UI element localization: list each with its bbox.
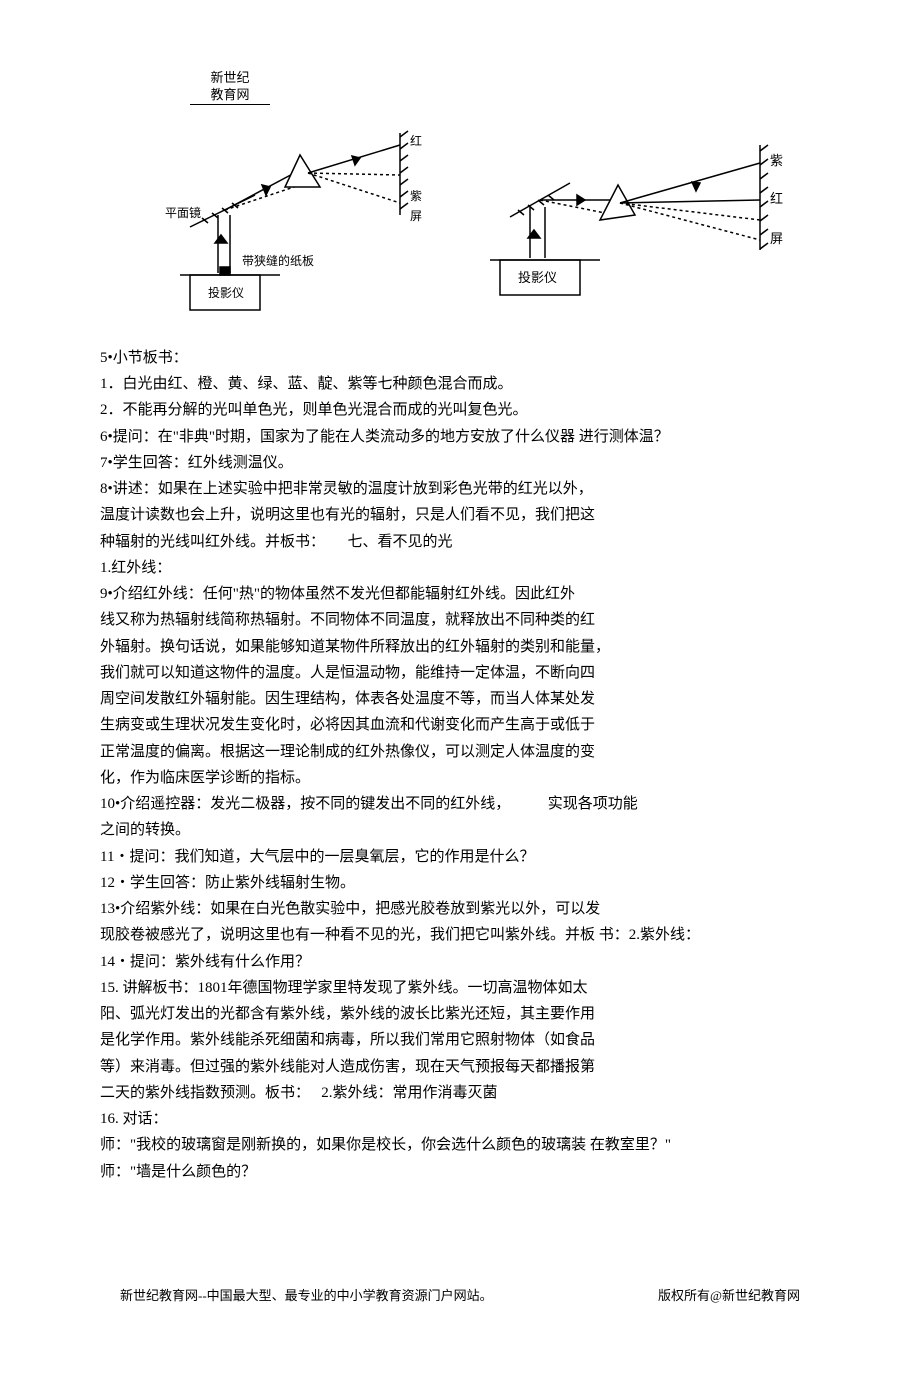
line-9g: 正常温度的偏离。根据这一理论制成的红外热像仪，可以测定人体温度的变 bbox=[100, 739, 820, 765]
line-ir: 1.红外线： bbox=[100, 555, 820, 581]
line-9e: 周空间发散红外辐射能。因生理结构，体表各处温度不等，而当人体某处发 bbox=[100, 686, 820, 712]
line-6: 6•提问：在"非典"时期，国家为了能在人类流动多的地方安放了什么仪器 进行测体温… bbox=[100, 424, 820, 450]
line-15e: 二天的紫外线指数预测。板书： 2.紫外线：常用作消毒灭菌 bbox=[100, 1080, 820, 1106]
fig-left-screen: 屏 bbox=[410, 209, 422, 223]
logo-line1: 新世纪 bbox=[210, 70, 249, 85]
line-9d: 我们就可以知道这物件的温度。人是恒温动物，能维持一定体温，不断向四 bbox=[100, 660, 820, 686]
line-8b: 温度计读数也会上升，说明这里也有光的辐射，只是人们看不见，我们把这 bbox=[100, 502, 820, 528]
logo-line2: 教育网 bbox=[210, 87, 249, 102]
fig-left-bottom: 紫 bbox=[410, 189, 422, 203]
footer-left: 新世纪教育网--中国最大型、最专业的中小学教育资源门户网站。 bbox=[120, 1285, 493, 1304]
line-10b: 之间的转换。 bbox=[100, 817, 820, 843]
figure-left: 平面镜 带狭缝的纸板 投影仪 红 紫 屏 bbox=[130, 115, 440, 325]
line-8a: 8•讲述：如果在上述实验中把非常灵敏的温度计放到彩色光带的红光以外， bbox=[100, 476, 820, 502]
line-10a: 10•介绍遥控器：发光二极器，按不同的键发出不同的红外线， 实现各项功能 bbox=[100, 791, 820, 817]
line-15d: 等）来消毒。但过强的紫外线能对人造成伤害，现在天气预报每天都播报第 bbox=[100, 1054, 820, 1080]
footer-right: 版权所有@新世纪教育网 bbox=[658, 1285, 800, 1304]
line-13a: 13•介绍紫外线：如果在白光色散实验中，把感光胶卷放到紫光以外，可以发 bbox=[100, 896, 820, 922]
line-16a: 师："我校的玻璃窗是刚新换的，如果你是校长，你会选什么颜色的玻璃装 在教室里？" bbox=[100, 1132, 820, 1158]
line-9c: 外辐射。换句话说，如果能够知道某物件所释放出的红外辐射的类别和能量， bbox=[100, 634, 820, 660]
line-15a: 15. 讲解板书：1801年德国物理学家里特发现了紫外线。一切高温物体如太 bbox=[100, 975, 820, 1001]
figure-right: 投影仪 紫 红 屏 bbox=[470, 115, 790, 310]
fig-left-mirror-label: 平面镜 bbox=[165, 205, 201, 220]
line-9a: 9•介绍红外线：任何"热"的物体虽然不发光但都能辐射红外线。因此红外 bbox=[100, 581, 820, 607]
line-13b: 现胶卷被感光了，说明这里也有一种看不见的光，我们把它叫紫外线。并板 书：2.紫外… bbox=[100, 922, 820, 948]
body-content: 5•小节板书： 1．白光由红、橙、黄、绿、蓝、靛、紫等七种颜色混合而成。 2．不… bbox=[100, 345, 820, 1185]
line-15c: 是化学作用。紫外线能杀死细菌和病毒，所以我们常用它照射物体（如食品 bbox=[100, 1027, 820, 1053]
footer: 新世纪教育网--中国最大型、最专业的中小学教育资源门户网站。 版权所有@新世纪教… bbox=[100, 1285, 820, 1334]
line-9f: 生病变或生理状况发生变化时，必将因其血流和代谢变化而产生高于或低于 bbox=[100, 712, 820, 738]
fig-right-mid: 红 bbox=[770, 191, 783, 206]
line-16b: 师："墙是什么颜色的？ bbox=[100, 1159, 820, 1185]
fig-left-slit-label: 带狭缝的纸板 bbox=[242, 253, 314, 268]
fig-left-box-label: 投影仪 bbox=[208, 285, 244, 300]
line-7: 7•学生回答：红外线测温仪。 bbox=[100, 450, 820, 476]
line-12: 12・学生回答：防止紫外线辐射生物。 bbox=[100, 870, 820, 896]
fig-right-screen: 屏 bbox=[770, 231, 783, 246]
line-5: 5•小节板书： bbox=[100, 345, 820, 371]
header-logo: 新世纪 教育网 bbox=[190, 70, 270, 105]
figure-row: 平面镜 带狭缝的纸板 投影仪 红 紫 屏 bbox=[100, 115, 820, 325]
fig-right-box-label: 投影仪 bbox=[518, 270, 557, 285]
line-16: 16. 对话： bbox=[100, 1106, 820, 1132]
fig-right-top: 紫 bbox=[770, 153, 783, 168]
line-9h: 化，作为临床医学诊断的指标。 bbox=[100, 765, 820, 791]
line-15b: 阳、弧光灯发出的光都含有紫外线，紫外线的波长比紫光还短，其主要作用 bbox=[100, 1001, 820, 1027]
line-5-1: 1．白光由红、橙、黄、绿、蓝、靛、紫等七种颜色混合而成。 bbox=[100, 371, 820, 397]
line-9b: 线又称为热辐射线简称热辐射。不同物体不同温度，就释放出不同种类的红 bbox=[100, 607, 820, 633]
line-14: 14・提问：紫外线有什么作用？ bbox=[100, 949, 820, 975]
line-5-2: 2．不能再分解的光叫单色光，则单色光混合而成的光叫复色光。 bbox=[100, 397, 820, 423]
line-8c: 种辐射的光线叫红外线。并板书： 七、看不见的光 bbox=[100, 529, 820, 555]
line-11: 11・提问：我们知道，大气层中的一层臭氧层，它的作用是什么？ bbox=[100, 844, 820, 870]
fig-left-top: 红 bbox=[410, 133, 422, 148]
